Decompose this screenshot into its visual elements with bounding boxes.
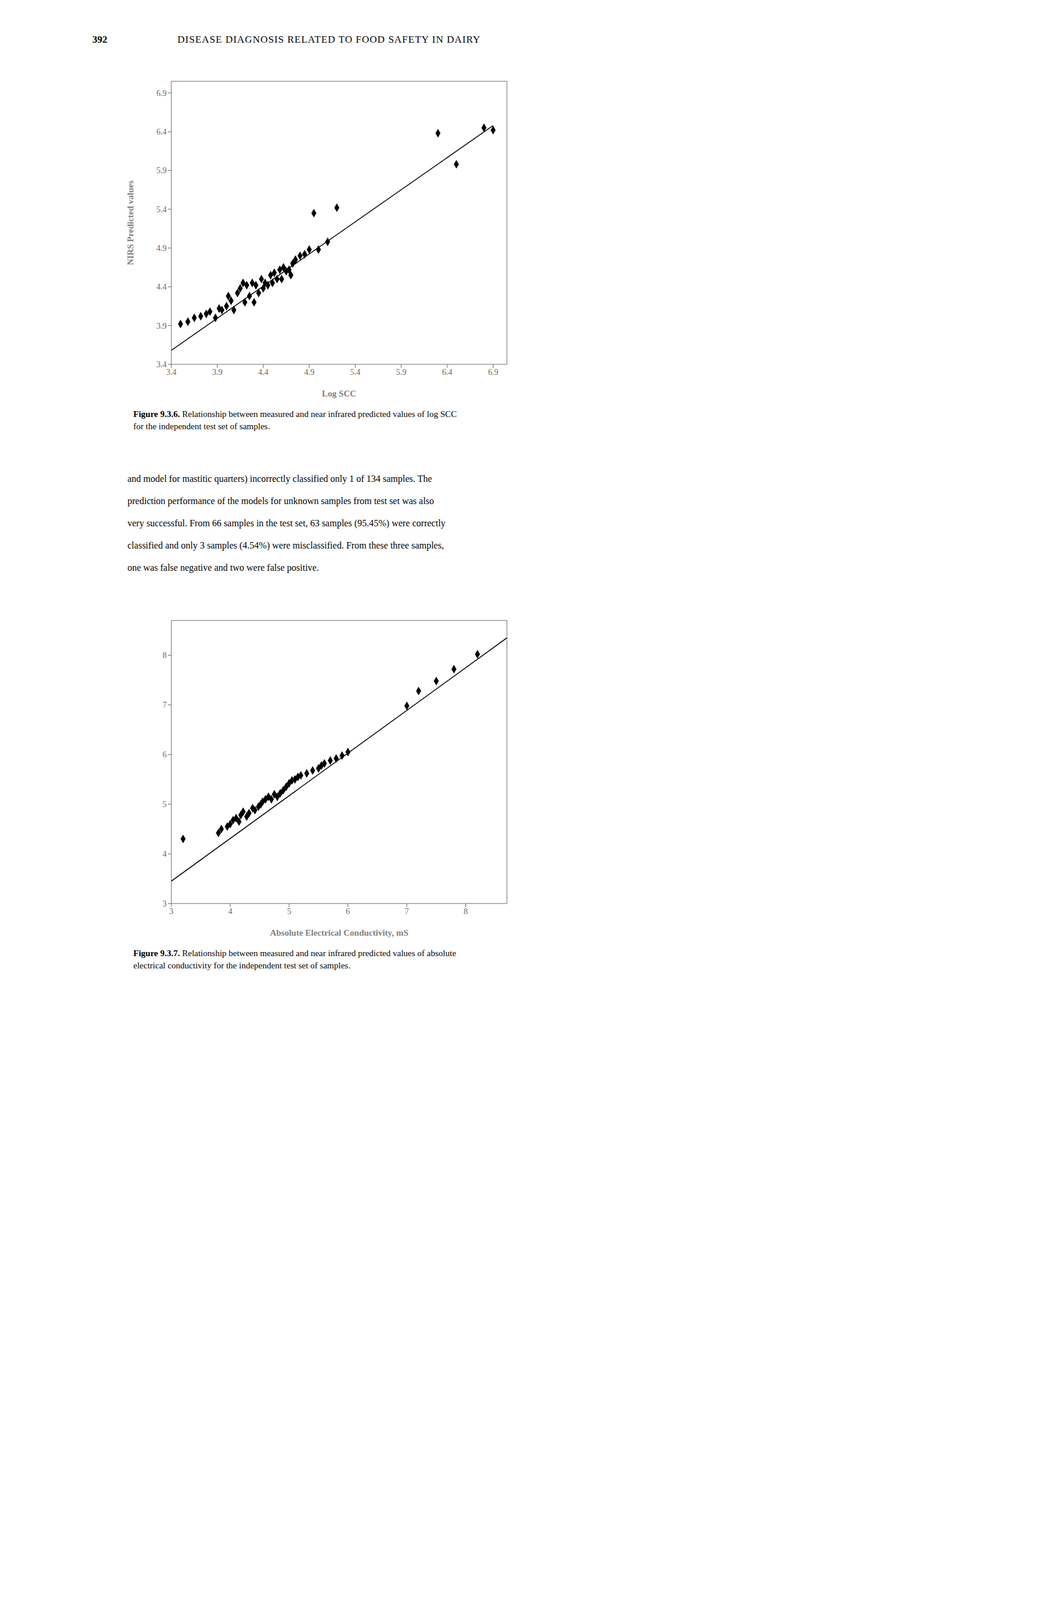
- svg-text:6.9: 6.9: [156, 88, 168, 98]
- svg-text:3.4: 3.4: [166, 367, 177, 377]
- svg-text:5.4: 5.4: [156, 205, 168, 214]
- html-text:classified and only 3 samples: classified and only 3 samples (4.54%) we…: [127, 540, 444, 551]
- svg-text:6.9: 6.9: [488, 367, 499, 377]
- svg-text:Log SCC: Log SCC: [322, 388, 357, 399]
- svg-text:8: 8: [162, 650, 167, 660]
- svg-text:6.4: 6.4: [156, 127, 168, 137]
- html-text:DISEASE DIAGNOSIS RELATED TO F: DISEASE DIAGNOSIS RELATED TO FOOD SAFETY…: [177, 33, 481, 46]
- html-text:Figure 9.3.7. Relationship bet: Figure 9.3.7. Relationship between measu…: [133, 948, 457, 970]
- svg-text:3.4: 3.4: [156, 360, 168, 369]
- svg-text:5: 5: [162, 799, 167, 809]
- html-text:prediction performance of the: prediction performance of the models for…: [127, 495, 435, 506]
- svg-text:3: 3: [162, 899, 167, 909]
- html-text:and model for mastitic quarter: and model for mastitic quarters) incorre…: [127, 473, 433, 484]
- svg-text:6.4: 6.4: [442, 367, 453, 377]
- svg-text:5.4: 5.4: [350, 367, 361, 377]
- svg-text:4: 4: [228, 906, 233, 916]
- svg-text:6: 6: [346, 906, 351, 916]
- svg-text:NIRS Predicted values: NIRS Predicted values: [125, 180, 136, 265]
- svg-text:5: 5: [287, 906, 292, 916]
- svg-text:5.9: 5.9: [156, 166, 168, 175]
- svg-text:8: 8: [463, 906, 468, 916]
- html-text:392: 392: [92, 33, 108, 46]
- svg-text:5.9: 5.9: [395, 367, 407, 377]
- svg-text:3.9: 3.9: [156, 321, 168, 331]
- svg-text:4.9: 4.9: [156, 243, 168, 253]
- svg-text:4.4: 4.4: [258, 367, 269, 377]
- svg-text:7: 7: [162, 700, 167, 710]
- svg-text:3.9: 3.9: [212, 367, 223, 377]
- svg-text:4.9: 4.9: [304, 367, 315, 377]
- svg-text:6: 6: [162, 750, 167, 759]
- html-text:very successful. From 66 sampl: very successful. From 66 samples in the …: [127, 518, 446, 528]
- svg-text:4.4: 4.4: [156, 282, 168, 292]
- html-text:one was false negative and two: one was false negative and two were fals…: [127, 562, 319, 573]
- svg-text:4: 4: [162, 849, 167, 859]
- svg-text:3: 3: [169, 906, 174, 916]
- svg-text:7: 7: [404, 906, 409, 916]
- html-text:Figure 9.3.6. Relationship bet: Figure 9.3.6. Relationship between measu…: [133, 409, 457, 431]
- svg-text:Absolute Electrical Conductivi: Absolute Electrical Conductivity, mS: [270, 927, 409, 938]
